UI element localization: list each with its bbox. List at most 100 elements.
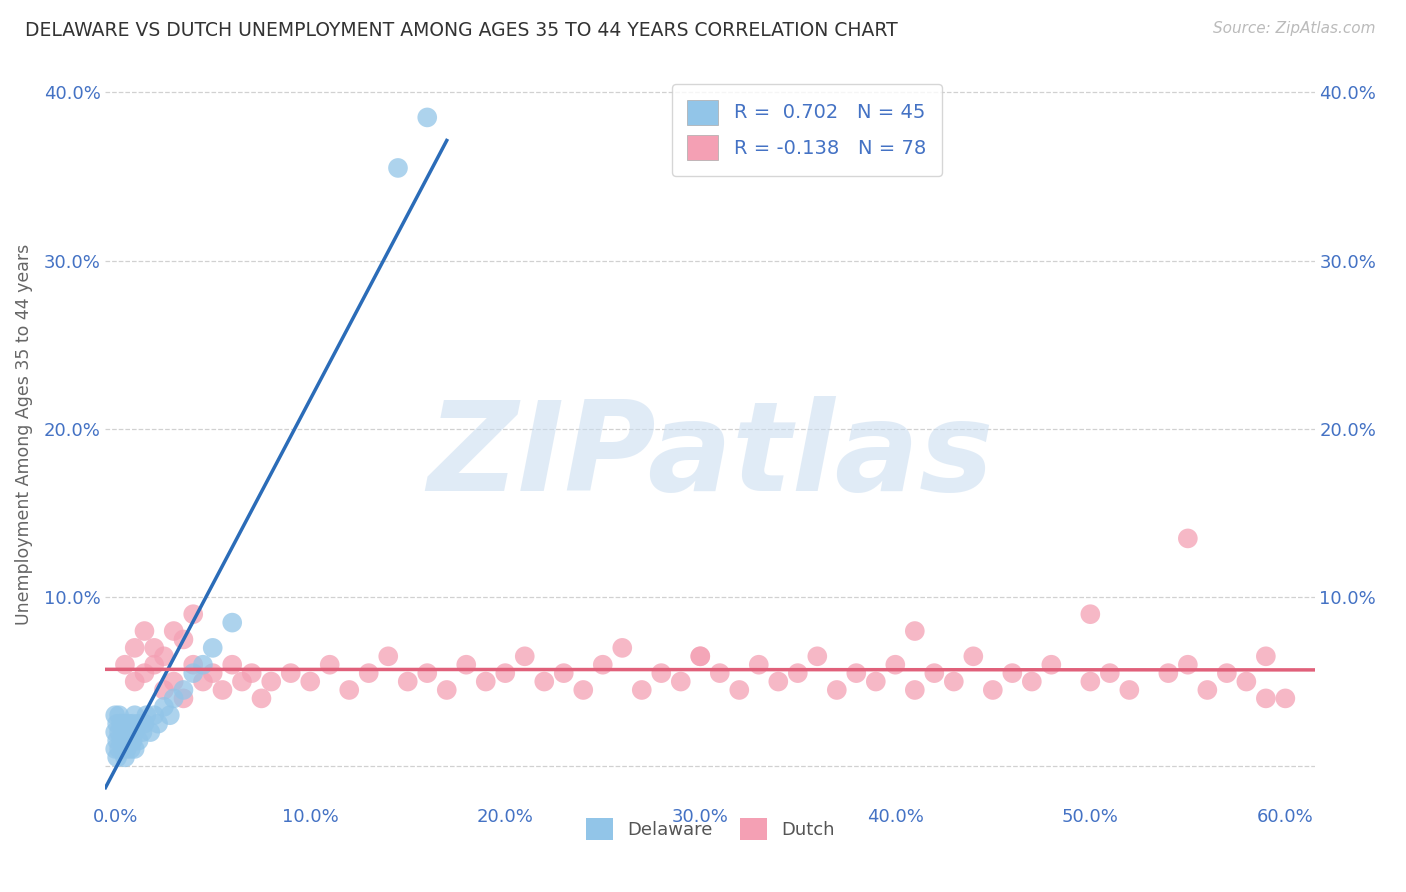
Point xyxy=(474,674,496,689)
Point xyxy=(924,666,946,681)
Point xyxy=(114,716,136,731)
Text: ZIPatlas: ZIPatlas xyxy=(427,396,993,517)
Point xyxy=(104,708,127,723)
Point xyxy=(396,674,419,689)
Point xyxy=(845,666,868,681)
Point xyxy=(231,674,253,689)
Point xyxy=(1040,657,1063,672)
Point xyxy=(612,640,634,655)
Point xyxy=(650,666,672,681)
Point xyxy=(1234,674,1257,689)
Point xyxy=(121,716,143,731)
Point xyxy=(436,683,458,698)
Point xyxy=(513,649,536,664)
Point xyxy=(865,674,887,689)
Point xyxy=(669,674,692,689)
Point xyxy=(786,666,808,681)
Point xyxy=(163,674,186,689)
Point xyxy=(128,733,150,747)
Point xyxy=(181,607,204,622)
Point xyxy=(124,742,146,756)
Point xyxy=(1021,674,1043,689)
Point xyxy=(143,708,166,723)
Point xyxy=(981,683,1004,698)
Point xyxy=(299,674,322,689)
Point xyxy=(120,742,142,756)
Point xyxy=(163,691,186,706)
Point xyxy=(728,683,751,698)
Point xyxy=(1118,683,1140,698)
Point xyxy=(904,624,927,638)
Point xyxy=(962,649,984,664)
Point xyxy=(377,649,399,664)
Point xyxy=(201,640,224,655)
Point xyxy=(172,683,194,698)
Point xyxy=(191,657,214,672)
Point xyxy=(1001,666,1024,681)
Y-axis label: Unemployment Among Ages 35 to 44 years: Unemployment Among Ages 35 to 44 years xyxy=(14,244,32,625)
Point xyxy=(689,649,711,664)
Point xyxy=(456,657,478,672)
Point xyxy=(139,725,162,739)
Point xyxy=(357,666,380,681)
Point xyxy=(416,666,439,681)
Point xyxy=(131,725,153,739)
Point xyxy=(111,742,134,756)
Point xyxy=(191,674,214,689)
Point xyxy=(124,674,146,689)
Legend: Delaware, Dutch: Delaware, Dutch xyxy=(576,809,844,849)
Point xyxy=(105,716,128,731)
Point xyxy=(111,725,134,739)
Point xyxy=(114,657,136,672)
Point xyxy=(108,725,131,739)
Point xyxy=(159,708,181,723)
Point xyxy=(1216,666,1239,681)
Point xyxy=(143,640,166,655)
Point xyxy=(1197,683,1219,698)
Point xyxy=(172,632,194,647)
Point xyxy=(337,683,360,698)
Point xyxy=(114,750,136,764)
Point xyxy=(108,708,131,723)
Point xyxy=(121,733,143,747)
Point xyxy=(709,666,731,681)
Point xyxy=(114,733,136,747)
Point xyxy=(387,161,409,175)
Point xyxy=(1254,691,1277,706)
Point xyxy=(1157,666,1180,681)
Point xyxy=(1177,532,1199,546)
Point xyxy=(201,666,224,681)
Point xyxy=(108,742,131,756)
Point xyxy=(172,691,194,706)
Point xyxy=(494,666,516,681)
Text: DELAWARE VS DUTCH UNEMPLOYMENT AMONG AGES 35 TO 44 YEARS CORRELATION CHART: DELAWARE VS DUTCH UNEMPLOYMENT AMONG AGE… xyxy=(25,21,898,40)
Point xyxy=(416,111,439,125)
Point xyxy=(904,683,927,698)
Point xyxy=(748,657,770,672)
Point xyxy=(1274,691,1296,706)
Point xyxy=(124,640,146,655)
Point xyxy=(572,683,595,698)
Point xyxy=(146,716,169,731)
Point xyxy=(280,666,302,681)
Point xyxy=(128,716,150,731)
Point xyxy=(942,674,965,689)
Point xyxy=(110,716,132,731)
Point xyxy=(1078,674,1101,689)
Point xyxy=(240,666,263,681)
Point xyxy=(110,733,132,747)
Point xyxy=(153,683,176,698)
Point xyxy=(134,624,156,638)
Point xyxy=(768,674,790,689)
Point xyxy=(221,615,243,630)
Point xyxy=(118,733,141,747)
Point xyxy=(319,657,342,672)
Point xyxy=(630,683,652,698)
Point xyxy=(260,674,283,689)
Point xyxy=(105,750,128,764)
Point xyxy=(181,657,204,672)
Point xyxy=(135,708,157,723)
Point xyxy=(806,649,828,664)
Point xyxy=(124,708,146,723)
Point xyxy=(884,657,907,672)
